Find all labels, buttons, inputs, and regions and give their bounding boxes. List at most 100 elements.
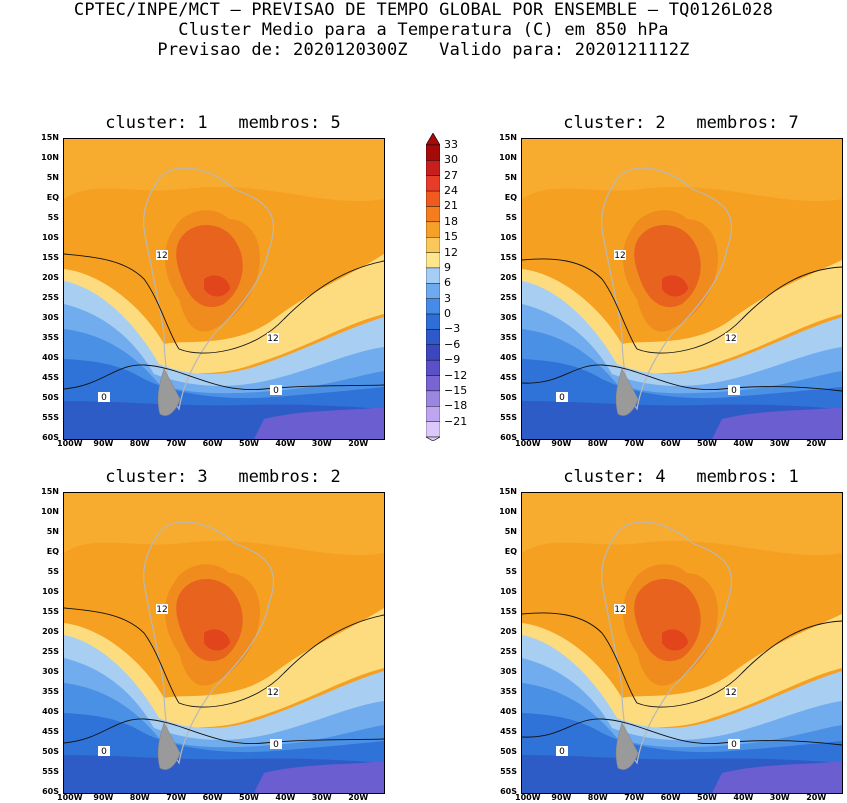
lon-label: 90W	[551, 439, 572, 448]
lat-label: 10N	[499, 507, 517, 516]
lon-label: 50W	[697, 439, 717, 448]
lat-label: 5N	[46, 173, 59, 182]
svg-text:0: 0	[101, 747, 107, 757]
lat-label: 25S	[42, 293, 59, 302]
contour-0-label: 0	[270, 739, 282, 750]
colorbar-swatch	[426, 221, 440, 238]
lon-label: 100W	[515, 793, 541, 802]
lon-label: 30W	[311, 439, 332, 448]
lat-label: 50S	[500, 393, 517, 402]
lon-label: 70W	[166, 439, 187, 448]
colorbar-label: 33	[444, 138, 458, 151]
lat-label: 40S	[500, 353, 517, 362]
lat-label: 30S	[42, 667, 59, 676]
colorbar-label: 6	[444, 276, 451, 290]
colorbar-swatch	[426, 329, 440, 345]
colorbar-swatch	[426, 267, 440, 284]
contour-12-label: 12	[267, 687, 279, 698]
colorbar-swatch	[426, 390, 440, 407]
svg-text:0: 0	[731, 740, 737, 750]
lon-label: 100W	[515, 439, 541, 448]
lat-label: 55S	[42, 413, 59, 422]
lat-label: 45S	[500, 373, 517, 382]
map-svg: 12 12 0 0	[64, 139, 384, 439]
lat-label: 5N	[46, 527, 59, 536]
colorbar-label: 24	[444, 184, 458, 198]
lat-label: 25S	[500, 647, 517, 656]
svg-text:0: 0	[559, 747, 565, 757]
lat-label: 35S	[42, 687, 59, 696]
lon-label: 90W	[551, 793, 572, 802]
lat-label: EQ	[46, 193, 59, 202]
lat-label: EQ	[504, 547, 517, 556]
contour-12-label: 12	[725, 333, 737, 344]
lon-label: 80W	[129, 793, 150, 802]
colorbar	[426, 133, 440, 441]
lat-label: 55S	[500, 413, 517, 422]
lat-label: 40S	[500, 707, 517, 716]
south-america-outline	[601, 167, 733, 411]
svg-text:12: 12	[267, 334, 278, 344]
colorbar-swatch	[426, 406, 440, 422]
lon-label: 100W	[57, 439, 83, 448]
lat-label: 50S	[500, 747, 517, 756]
lon-label: 20W	[348, 439, 369, 448]
patagonia-land	[615, 722, 639, 770]
lat-label: 50S	[42, 393, 59, 402]
panel-4-title: cluster: 4 membros: 1	[563, 467, 799, 487]
colorbar-swatch	[426, 359, 440, 376]
svg-text:12: 12	[614, 251, 625, 261]
colorbar-label: 3	[444, 291, 451, 305]
contour-0-label: 0	[728, 385, 740, 396]
svg-text:12: 12	[725, 688, 736, 698]
lon-label: 50W	[697, 793, 717, 802]
colorbar-swatch	[426, 375, 440, 392]
contour-12	[64, 253, 384, 354]
contour-0-label: 0	[98, 392, 110, 403]
lat-label: 15N	[41, 133, 59, 142]
patagonia-land	[157, 722, 181, 770]
contour-0-label: 0	[728, 739, 740, 750]
colorbar-swatch	[426, 144, 440, 161]
header-line-3: Previsao de: 2020120300Z Valido para: 20…	[157, 40, 690, 60]
svg-text:12: 12	[614, 605, 625, 615]
colorbar-label: −21	[444, 414, 468, 428]
svg-text:0: 0	[731, 386, 737, 396]
contour-12-label: 12	[156, 250, 168, 261]
lat-label: 25S	[42, 647, 59, 656]
contour-12	[64, 607, 384, 708]
lat-label: EQ	[46, 547, 59, 556]
header-line-1: CPTEC/INPE/MCT – PREVISAO DE TEMPO GLOBA…	[73, 0, 774, 20]
lon-label: 80W	[587, 793, 608, 802]
lon-label: 90W	[93, 439, 114, 448]
lat-label: 15S	[42, 253, 59, 262]
svg-text:0: 0	[101, 393, 107, 403]
lat-label: 5S	[505, 213, 517, 222]
colorbar-label: 15	[444, 230, 458, 244]
svg-text:12: 12	[156, 251, 167, 261]
lat-label: 20S	[42, 627, 59, 636]
lon-label: 20W	[348, 793, 369, 802]
svg-text:0: 0	[559, 393, 565, 403]
colorbar-swatch	[426, 252, 440, 269]
lat-label: 30S	[500, 313, 517, 322]
header-line-2: Cluster Medio para a Temperatura (C) em …	[178, 20, 669, 40]
lat-label: 45S	[42, 373, 59, 382]
lat-label: 35S	[500, 687, 517, 696]
lat-label: 35S	[500, 333, 517, 342]
colorbar-swatch	[426, 344, 440, 361]
svg-text:0: 0	[273, 740, 279, 750]
colorbar-swatch	[426, 190, 440, 207]
svg-text:12: 12	[267, 688, 278, 698]
map-svg: 12 12 0 0	[522, 493, 842, 793]
colorbar-swatch	[426, 206, 440, 223]
contour-12-label: 12	[725, 687, 737, 698]
colorbar-label: −3	[444, 322, 461, 336]
lat-label: 5S	[47, 213, 59, 222]
lon-label: 70W	[624, 793, 645, 802]
colorbar-label: −9	[444, 353, 461, 367]
colorbar-label: −15	[444, 383, 468, 397]
contour-0-label: 0	[270, 385, 282, 396]
lon-label: 20W	[806, 439, 827, 448]
lat-label: 15N	[499, 487, 517, 496]
